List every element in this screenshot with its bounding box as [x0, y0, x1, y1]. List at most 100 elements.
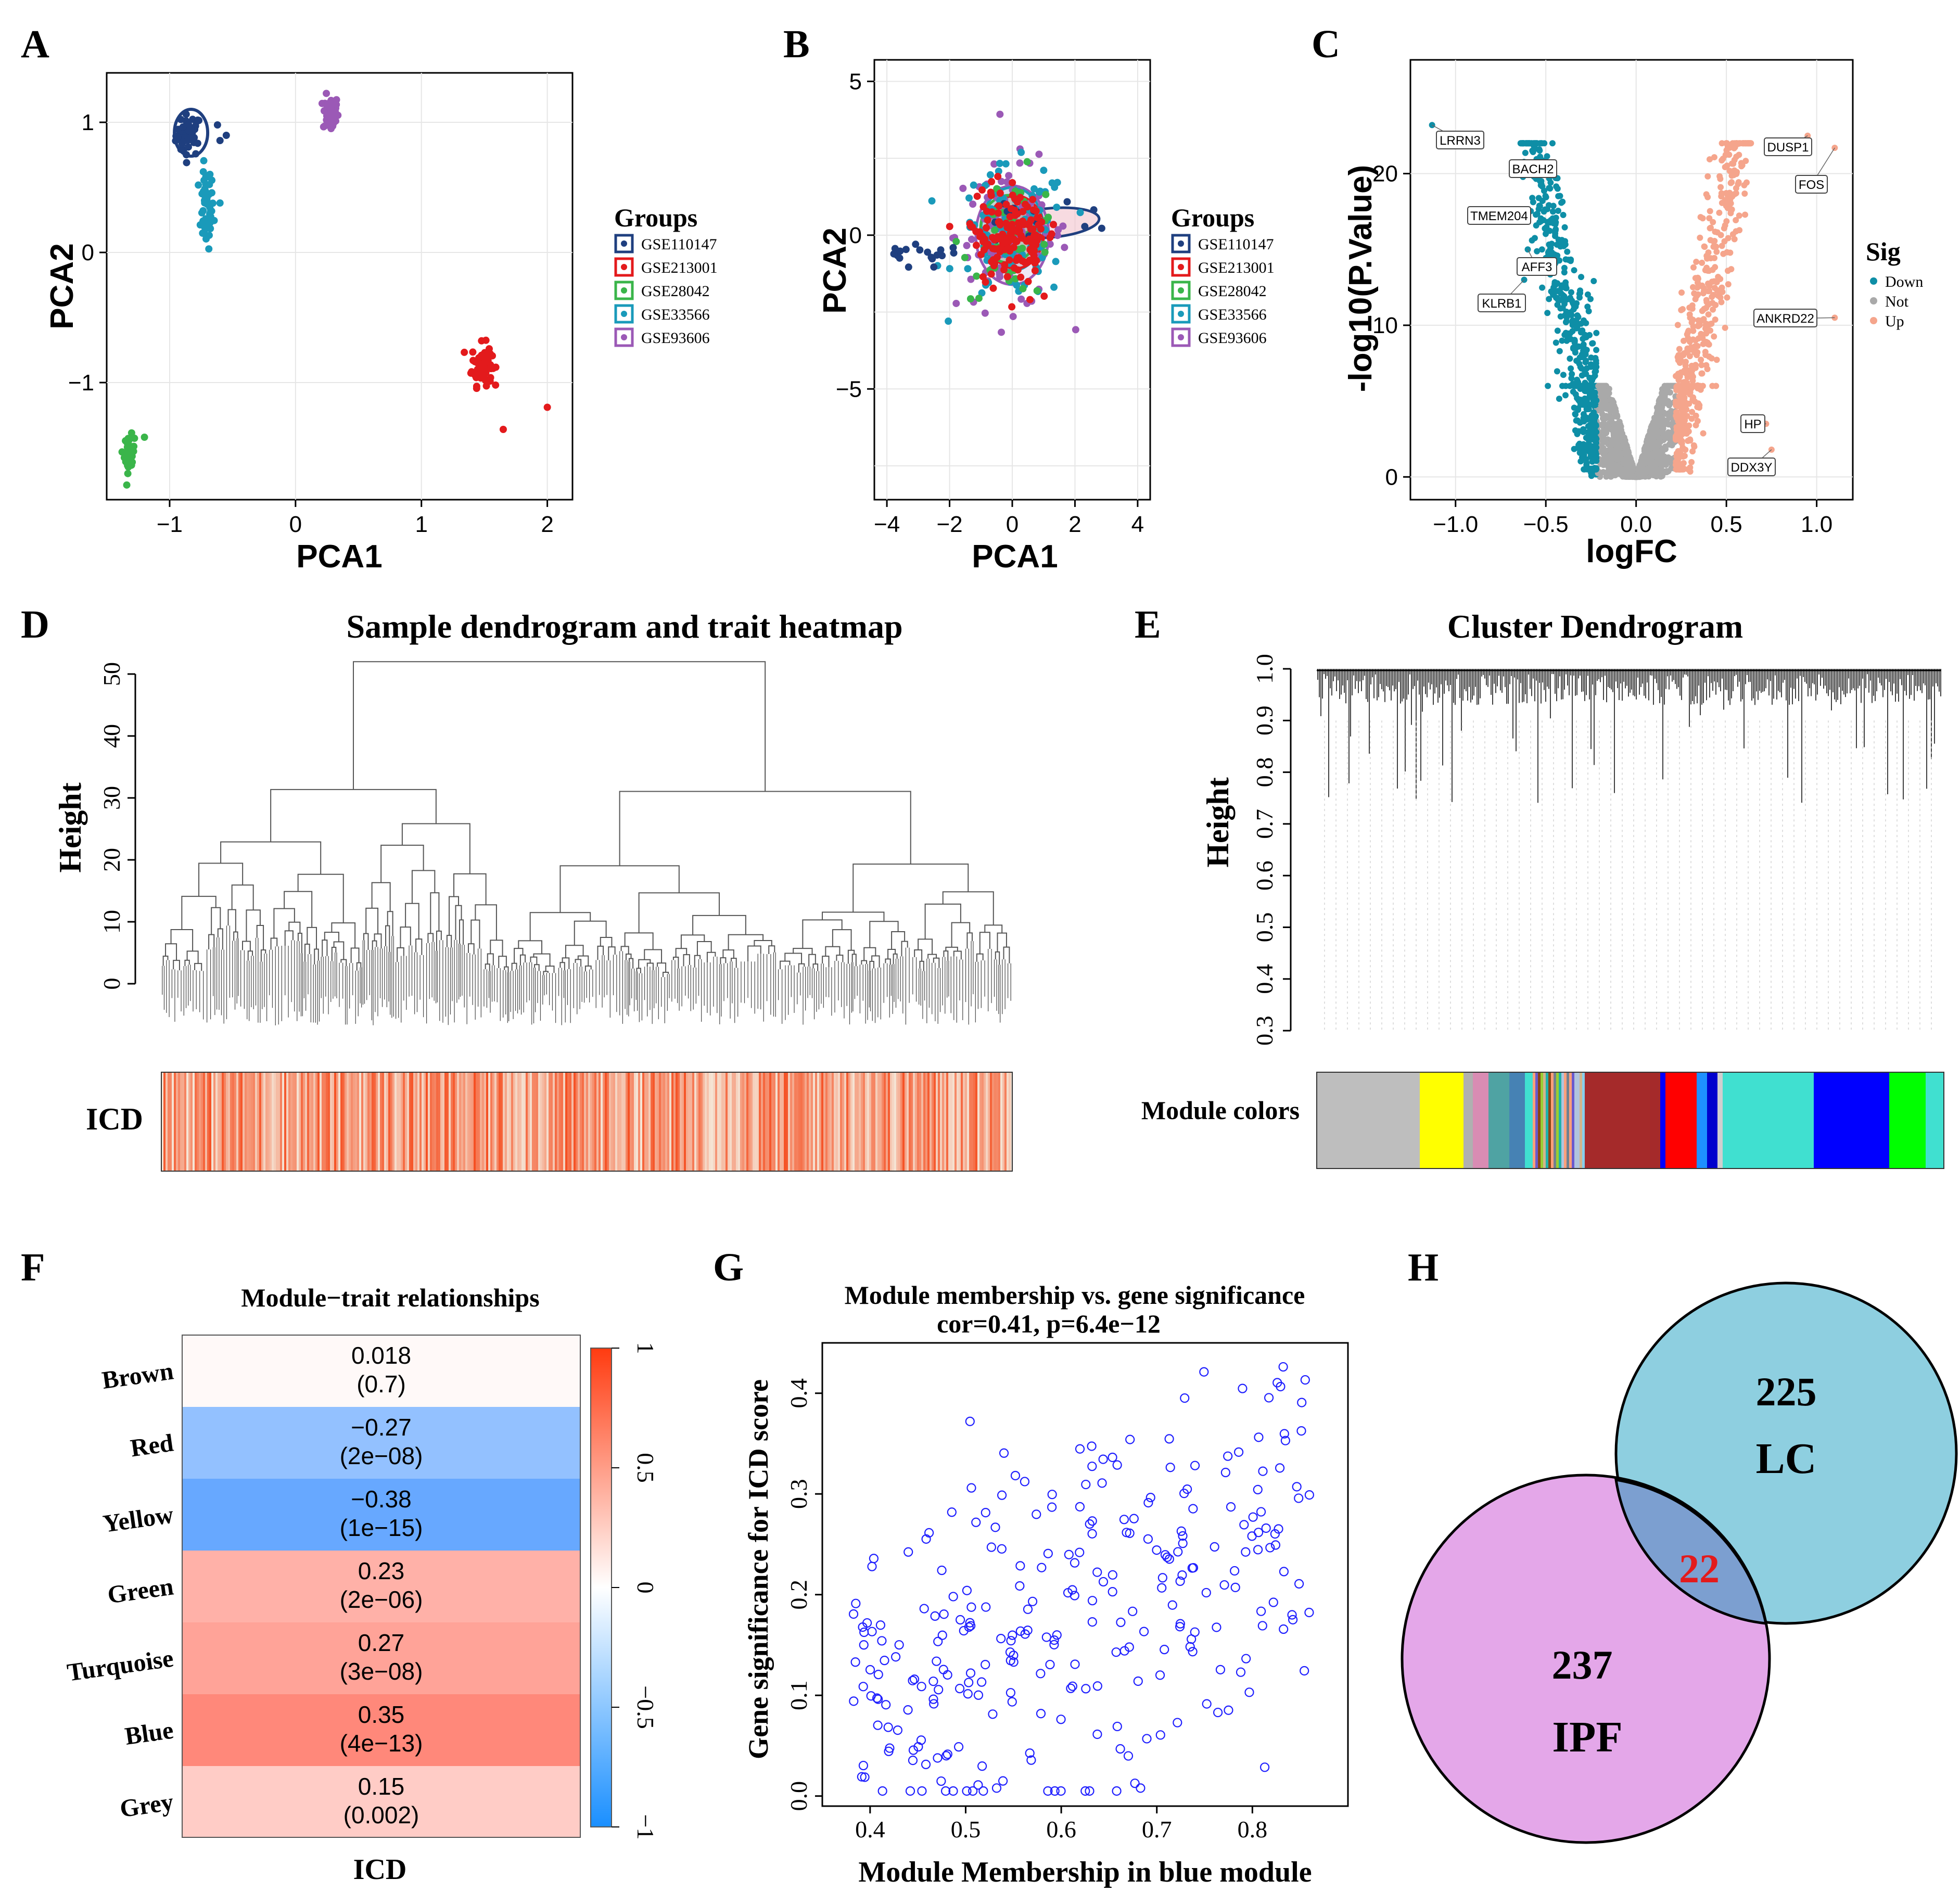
- point-up: [1681, 367, 1688, 374]
- scatter-point: [1023, 1604, 1033, 1614]
- dendro-branch: [891, 931, 906, 949]
- heatmap-stripe: [736, 1072, 738, 1171]
- scatter-point: [1112, 1786, 1122, 1796]
- scatter-point: [929, 1699, 939, 1709]
- point-gse110147: [905, 263, 912, 271]
- heatmap-stripe: [594, 1072, 596, 1171]
- point-up: [1708, 355, 1715, 362]
- point-not: [1643, 453, 1649, 460]
- heatmap-stripe: [721, 1072, 723, 1171]
- heatmap-stripe: [317, 1072, 320, 1171]
- module-stripe: [1572, 1072, 1574, 1169]
- point-not: [1664, 387, 1671, 393]
- heatmap-stripe: [977, 1072, 979, 1171]
- point-gse213001: [1027, 237, 1035, 245]
- point-up: [1722, 197, 1728, 204]
- ticks-a: −1 0 1 2−101: [68, 110, 554, 537]
- point-not: [1667, 437, 1674, 443]
- point-not: [1614, 456, 1621, 463]
- point-gse93606: [1009, 313, 1017, 321]
- point-not: [1600, 421, 1607, 428]
- y-tick-label: 0.5: [1251, 912, 1278, 943]
- point-down: [1556, 348, 1563, 354]
- point-not: [1649, 442, 1656, 449]
- point-gse213001: [1011, 264, 1019, 272]
- point-up: [1689, 316, 1696, 323]
- scatter-point: [1070, 1591, 1079, 1601]
- point-gse213001: [486, 377, 494, 385]
- heatmap-stripe: [640, 1072, 642, 1171]
- heatmap-stripe: [934, 1072, 936, 1171]
- heatmap-stripe: [505, 1072, 507, 1171]
- heatmap-stripe: [757, 1072, 759, 1171]
- scatter-point: [955, 1615, 965, 1625]
- heatmap-stripe: [590, 1072, 592, 1171]
- heatmap-stripe: [513, 1072, 515, 1171]
- point-not: [1660, 399, 1666, 405]
- scatter-point: [953, 1742, 964, 1752]
- heatmap-stripe: [846, 1072, 848, 1171]
- point-up: [1685, 327, 1692, 334]
- heatmap-stripe: [896, 1072, 898, 1171]
- point-gse110147: [937, 246, 945, 254]
- point-down: [1530, 149, 1536, 156]
- scatter-point: [962, 1585, 972, 1595]
- heatmap-stripe: [588, 1072, 590, 1171]
- heatmap-stripe: [823, 1072, 825, 1171]
- heatmap-stripe: [888, 1072, 890, 1171]
- heatmap-stripe: [528, 1072, 530, 1171]
- heatmap-stripe: [234, 1072, 236, 1171]
- point-gse213001: [1037, 225, 1045, 233]
- scatter-point: [939, 1609, 949, 1619]
- point-not: [1614, 469, 1621, 476]
- panel-c: C LRRN3BACH2TMEM204AFF3KLRB1DUSP1FOSANKR…: [1312, 22, 1923, 569]
- scatter-point: [1304, 1607, 1314, 1618]
- point-down: [1544, 153, 1550, 160]
- point-up: [1709, 294, 1715, 300]
- heatmap-stripe: [521, 1072, 524, 1171]
- point-down: [1580, 429, 1587, 436]
- heatmap-stripe: [565, 1072, 567, 1171]
- point-up: [1675, 352, 1682, 359]
- dendro-branch: [353, 661, 766, 792]
- heatmap-stripe: [178, 1072, 180, 1171]
- heatmap-stripe: [480, 1072, 482, 1171]
- heatmap-stripe: [361, 1072, 363, 1171]
- heatmap-stripe: [467, 1072, 469, 1171]
- dendro-branch: [397, 947, 404, 962]
- scatter-point: [1047, 1490, 1057, 1500]
- scatter-point: [986, 1542, 996, 1552]
- heatmap-stripe: [315, 1072, 317, 1171]
- heatmap-stripe: [915, 1072, 917, 1171]
- point-down: [1568, 289, 1574, 296]
- heatmap-stripe: [492, 1072, 494, 1171]
- heatmap-stripe: [519, 1072, 521, 1171]
- dendro-branch: [692, 915, 746, 935]
- module-stripe: [1541, 1072, 1543, 1169]
- legend-dot: [1178, 264, 1184, 270]
- scatter-point: [1155, 1670, 1165, 1680]
- scatter-point: [959, 1626, 969, 1636]
- point-gse110147: [950, 249, 958, 257]
- point-gse33566: [200, 157, 208, 164]
- scatter-point: [1256, 1507, 1266, 1517]
- scatter-point: [921, 1759, 931, 1770]
- point-down: [1562, 279, 1569, 286]
- scatter-point: [1297, 1398, 1307, 1407]
- heatmap-stripe: [651, 1072, 653, 1171]
- heatmap-stripe: [703, 1072, 705, 1171]
- point-gse33566: [201, 223, 209, 231]
- dendro-branch: [619, 791, 911, 866]
- point-up: [1717, 294, 1724, 301]
- point-up: [1694, 404, 1701, 411]
- point-down: [1562, 238, 1569, 245]
- y-tick-label: 0.8: [1251, 757, 1278, 788]
- heatmap-stripe: [394, 1072, 397, 1171]
- heatmap-stripe: [586, 1072, 588, 1171]
- heatmap-stripe: [486, 1072, 488, 1171]
- scatter-point: [1129, 1514, 1139, 1523]
- scatter-point: [932, 1656, 941, 1666]
- dendro-branch: [914, 949, 923, 961]
- point-gse93606: [1072, 326, 1079, 334]
